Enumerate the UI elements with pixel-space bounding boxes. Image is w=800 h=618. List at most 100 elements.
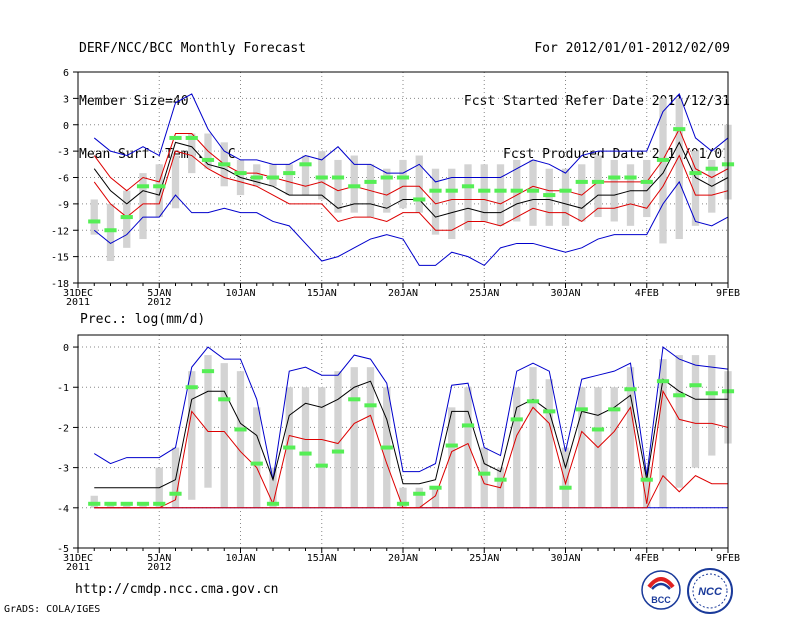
panel1-xtick-label: 30JAN: [550, 288, 580, 299]
panel1-box: [431, 168, 440, 235]
panel2-median-mark: [559, 485, 572, 490]
panel2-median-mark: [461, 423, 475, 428]
panel1-median-mark: [559, 188, 572, 193]
panel1-box: [139, 173, 147, 240]
panel1-median-mark: [510, 188, 523, 193]
panel2-median-mark: [331, 449, 345, 454]
panel1-xtick-label: 2012: [147, 297, 171, 308]
panel2-ytick-label: -2: [57, 423, 69, 434]
panel2-median-mark: [575, 407, 588, 412]
panel1-median-mark: [656, 157, 670, 162]
panel2-xtick-label: 9FEB: [716, 553, 740, 564]
panel1-box: [383, 168, 391, 213]
bcc-logo: BCC: [641, 570, 681, 610]
panel2-lower-line: [94, 474, 728, 509]
panel1-median-mark: [396, 175, 410, 180]
panel2-median-mark: [120, 501, 133, 506]
panel1-ytick-label: -3: [57, 147, 69, 158]
panel2-box: [529, 367, 537, 508]
panel2-median-mark: [640, 477, 653, 482]
panel2-box: [448, 407, 456, 508]
panel1-median-mark: [526, 188, 540, 193]
panel2-median-mark: [510, 417, 523, 422]
panel2-ytick-label: -4: [57, 504, 69, 515]
header-title: DERF/NCC/BCC Monthly Forecast: [79, 41, 306, 56]
panel1-box: [480, 164, 488, 222]
panel1-median-mark: [88, 219, 101, 224]
panel1-box: [464, 164, 472, 231]
panel1-median-mark: [266, 175, 280, 180]
panel2-box: [431, 487, 440, 508]
panel2-box: [366, 367, 375, 508]
panel1-xtick-label: 5JAN: [147, 288, 171, 299]
panel2-median-mark: [494, 477, 507, 482]
panel1-max-line: [93, 93, 729, 183]
panel1-xtick-label: 2011: [66, 297, 90, 308]
panel2-box: [659, 359, 667, 508]
panel1-median-mark: [608, 175, 621, 180]
panel2-median-mark: [136, 501, 150, 506]
panel1-box: [643, 159, 651, 218]
panel2-box: [106, 503, 115, 508]
panel2-box: [350, 367, 358, 508]
panel2-median-mark: [201, 369, 215, 374]
panel2-box: [578, 387, 586, 508]
panel2-median-mark: [608, 407, 621, 412]
panel1-box: [123, 190, 131, 248]
panel1-ytick-label: -6: [57, 174, 69, 185]
panel2-box: [626, 367, 635, 508]
panel2-xtick-label: 15JAN: [307, 553, 337, 564]
panel2-box: [90, 495, 98, 508]
panel2-ytick-label: 0: [63, 343, 69, 354]
panel2-xtick-label: 30JAN: [550, 553, 580, 564]
panel1-median-mark: [689, 171, 702, 176]
panel1-median-mark: [591, 179, 605, 184]
panel1-box: [399, 159, 407, 209]
panel2-median-mark: [234, 427, 247, 432]
panel2-median-mark: [250, 461, 263, 466]
panel1-median-mark: [494, 188, 507, 193]
panel2-median-mark: [413, 491, 426, 496]
grads-credit: GrADS: COLA/IGES: [4, 604, 101, 615]
panel1-median-mark: [201, 157, 215, 162]
panel2-median-mark: [445, 443, 458, 448]
panel1-box: [350, 155, 358, 213]
panel1-xtick-label: 31DEC: [63, 288, 93, 299]
panel2-box: [691, 355, 700, 468]
panel1-median-mark: [364, 179, 377, 184]
panel2-box: [480, 447, 488, 508]
panel2-median-mark: [364, 403, 377, 408]
panel1-box: [285, 164, 293, 196]
panel1-box: [301, 155, 310, 196]
panel2-box: [464, 387, 472, 508]
panel2-median-mark: [104, 501, 117, 506]
panel2-median-mark: [624, 387, 637, 392]
panel1-box: [659, 98, 667, 244]
panel2-box: [123, 503, 131, 508]
panel2-median-mark: [478, 471, 491, 476]
panel1-median-mark: [283, 171, 296, 176]
panel1-median-mark: [104, 228, 117, 233]
panel1-box: [269, 164, 277, 187]
panel2-box: [236, 371, 245, 508]
panel2-median-mark: [348, 397, 361, 402]
panel2-median-mark: [705, 391, 718, 396]
panel1-ytick-label: -15: [51, 253, 69, 264]
panel2-xtick-label: 25JAN: [469, 553, 499, 564]
panel2-median-mark: [429, 485, 442, 490]
panel1-median-mark: [461, 184, 475, 189]
panel2-box: [643, 467, 651, 508]
panel2-xtick-label: 10JAN: [225, 553, 255, 564]
source-url[interactable]: http://cmdp.ncc.cma.gov.cn: [75, 582, 279, 597]
panel2-box: [675, 355, 683, 488]
panel1-box: [610, 159, 618, 222]
panel1-box: [253, 164, 261, 187]
panel1-box: [496, 164, 505, 226]
panel1-median-mark: [136, 184, 150, 189]
panel2-median-mark: [266, 501, 280, 506]
panel2-box: [188, 371, 196, 500]
panel2-median-mark: [591, 427, 605, 432]
panel2-xtick-label: 5JAN: [147, 553, 171, 564]
panel2-median-mark: [185, 385, 198, 390]
